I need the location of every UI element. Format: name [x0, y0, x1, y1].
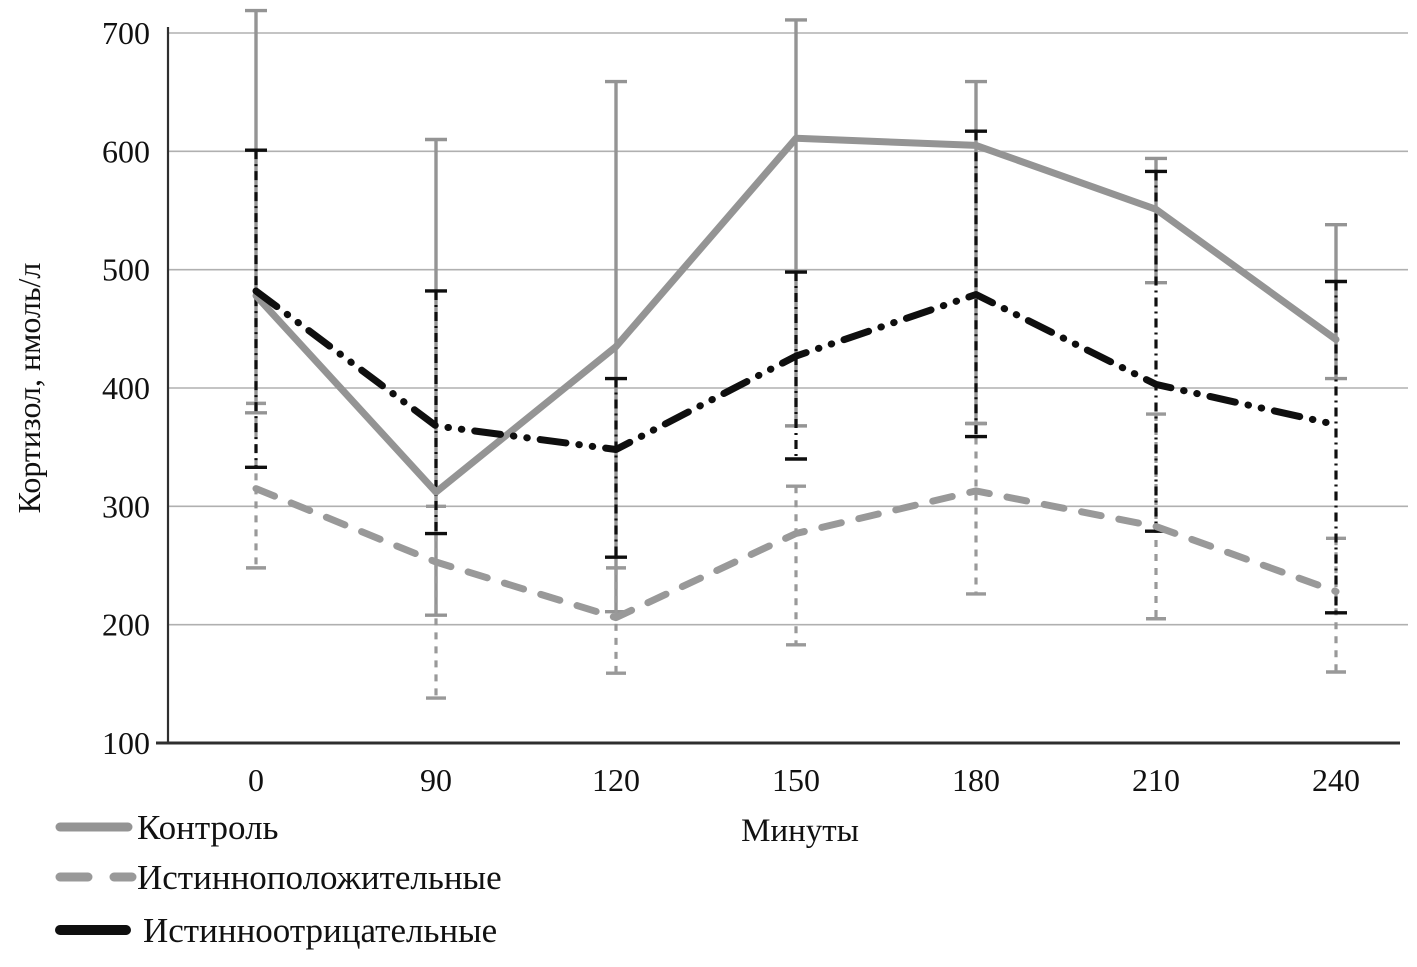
series-line-true-positive — [252, 485, 1340, 622]
x-tick-label-240: 240 — [1312, 762, 1360, 798]
legend-label-true-negative: Истинноотрицательные — [143, 911, 497, 950]
x-tick-label-120: 120 — [592, 762, 640, 798]
legend-label-true-positive: Истинноположительные — [137, 858, 502, 897]
x-tick-label-210: 210 — [1132, 762, 1180, 798]
x-tick-label-180: 180 — [952, 762, 1000, 798]
x-tick-label-90: 90 — [420, 762, 452, 798]
y-tick-label-500: 500 — [102, 252, 150, 288]
series-line-true-negative — [252, 287, 1340, 453]
series-line-control — [252, 134, 1340, 496]
y-tick-label-600: 600 — [102, 133, 150, 169]
y-tick-label-100: 100 — [102, 725, 150, 761]
x-tick-label-0: 0 — [248, 762, 264, 798]
y-axis-title: Кортизол, нмоль/л — [11, 263, 47, 514]
y-tick-label-300: 300 — [102, 488, 150, 524]
y-tick-label-700: 700 — [102, 15, 150, 51]
legend-label-control: Контроль — [137, 808, 279, 847]
y-tick-label-200: 200 — [102, 607, 150, 643]
y-tick-label-400: 400 — [102, 370, 150, 406]
x-axis-title: Минуты — [741, 813, 859, 849]
x-tick-label-150: 150 — [772, 762, 820, 798]
